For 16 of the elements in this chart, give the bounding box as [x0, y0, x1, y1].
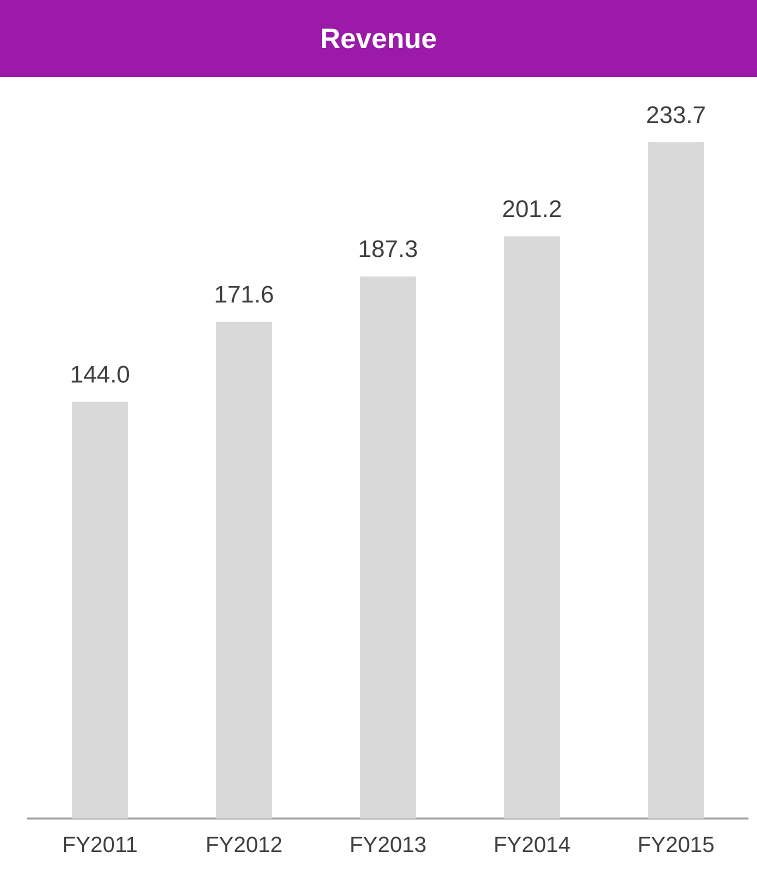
data-label: 171.6 [214, 282, 274, 309]
data-label: 201.2 [502, 196, 562, 223]
bar [216, 322, 272, 819]
bar [648, 142, 704, 819]
data-label: 233.7 [646, 102, 706, 129]
x-tick-label: FY2011 [62, 832, 138, 857]
bar [504, 236, 560, 819]
data-label: 187.3 [358, 236, 418, 264]
bar [72, 402, 128, 819]
chart-title: Revenue [0, 0, 757, 77]
x-tick-label: FY2014 [493, 832, 571, 857]
x-tick-label: FY2015 [637, 832, 715, 857]
x-tick-label: FY2012 [205, 832, 283, 857]
x-tick-label: FY2013 [349, 832, 427, 857]
bar [360, 276, 416, 819]
data-label: 144.0 [70, 361, 130, 388]
